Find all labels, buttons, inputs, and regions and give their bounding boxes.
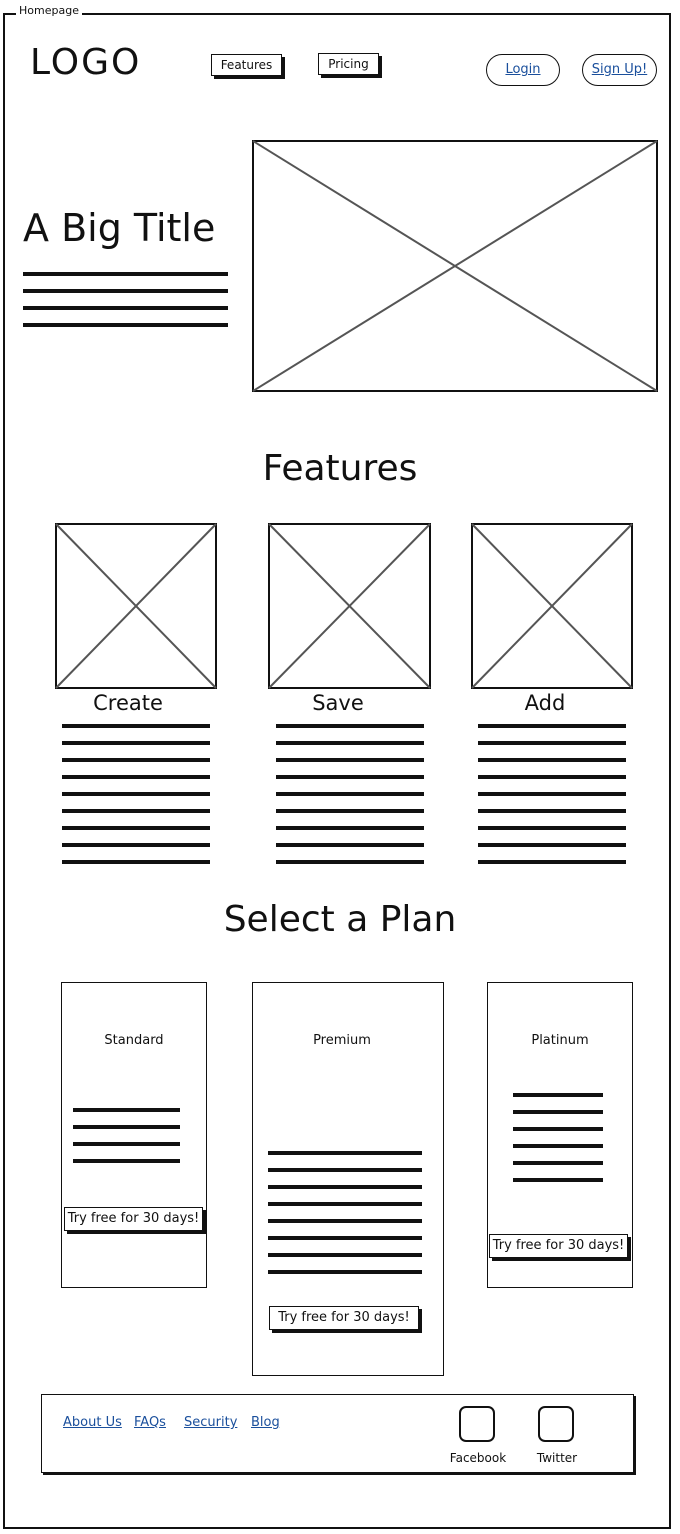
frame-title: Homepage: [16, 4, 82, 17]
feature-image-save: [268, 523, 431, 689]
logo[interactable]: LOGO: [30, 42, 142, 83]
plan-cta-standard[interactable]: Try free for 30 days!: [64, 1207, 203, 1231]
twitter-icon[interactable]: [538, 1406, 574, 1442]
feature-title-save: Save: [312, 691, 364, 715]
plan-cta-platinum[interactable]: Try free for 30 days!: [489, 1234, 628, 1258]
footer-link-security[interactable]: Security: [184, 1415, 238, 1430]
footer: [41, 1394, 634, 1473]
facebook-label: Facebook: [449, 1451, 507, 1465]
footer-link-faqs[interactable]: FAQs: [134, 1415, 166, 1430]
plan-text-placeholder: [73, 1108, 180, 1172]
twitter-label: Twitter: [536, 1451, 578, 1465]
plans-heading: Select a Plan: [223, 899, 457, 940]
feature-image-create: [55, 523, 217, 689]
nav-features-button[interactable]: Features: [211, 54, 282, 76]
features-heading: Features: [262, 448, 418, 489]
hero-title: A Big Title: [23, 206, 216, 250]
nav-pricing-button[interactable]: Pricing: [318, 53, 379, 75]
footer-link-blog[interactable]: Blog: [251, 1415, 280, 1430]
facebook-icon[interactable]: [459, 1406, 495, 1442]
feature-image-add: [471, 523, 633, 689]
page-frame: [3, 13, 671, 1529]
hero-text-placeholder: [23, 272, 228, 336]
plan-name-platinum: Platinum: [531, 1033, 589, 1048]
signup-button[interactable]: Sign Up!: [582, 54, 657, 86]
feature-title-create: Create: [93, 691, 163, 715]
feature-text-placeholder: [62, 724, 210, 870]
footer-link-about-us[interactable]: About Us: [63, 1415, 122, 1430]
feature-text-placeholder: [276, 724, 424, 870]
signup-label: Sign Up!: [591, 62, 648, 77]
feature-title-add: Add: [524, 691, 566, 715]
hero-image-placeholder: [252, 140, 658, 392]
plan-text-placeholder: [268, 1151, 422, 1281]
login-button[interactable]: Login: [486, 54, 560, 86]
plan-text-placeholder: [513, 1093, 603, 1189]
feature-text-placeholder: [478, 724, 626, 870]
plan-cta-premium[interactable]: Try free for 30 days!: [269, 1306, 419, 1330]
plan-name-premium: Premium: [313, 1033, 371, 1048]
plan-name-standard: Standard: [104, 1033, 164, 1048]
login-label: Login: [505, 62, 541, 77]
